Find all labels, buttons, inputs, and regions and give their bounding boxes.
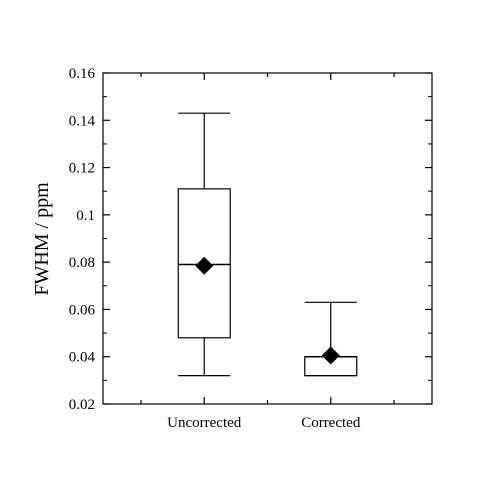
box-uncorrected bbox=[177, 112, 231, 377]
x-axis bbox=[140, 73, 395, 404]
plot-frame bbox=[102, 72, 433, 405]
y-tick-label: 0.04 bbox=[69, 350, 96, 366]
y-tick-label: 0.14 bbox=[69, 113, 96, 129]
y-tick-label: 0.02 bbox=[69, 397, 95, 413]
iqr-box bbox=[177, 188, 231, 339]
boxes bbox=[177, 112, 358, 377]
x-tick-labels: Uncorrected Corrected bbox=[167, 415, 361, 431]
y-tick-label: 0.12 bbox=[69, 161, 95, 177]
x-tick-label: Corrected bbox=[301, 415, 361, 431]
y-tick-label: 0.16 bbox=[69, 66, 96, 82]
mean-marker bbox=[195, 256, 214, 275]
y-tick-label: 0.06 bbox=[69, 302, 96, 318]
x-tick-label: Uncorrected bbox=[167, 415, 242, 431]
y-tick-label: 0.1 bbox=[76, 208, 95, 224]
mean-marker bbox=[321, 346, 340, 365]
y-axis: 0.02 0.04 0.06 0.08 0.1 0.12 0.14 0.16 bbox=[69, 66, 432, 413]
y-axis-title: FWHM / ppm bbox=[31, 182, 53, 296]
y-tick-label: 0.08 bbox=[69, 255, 95, 271]
box-corrected bbox=[304, 301, 358, 377]
